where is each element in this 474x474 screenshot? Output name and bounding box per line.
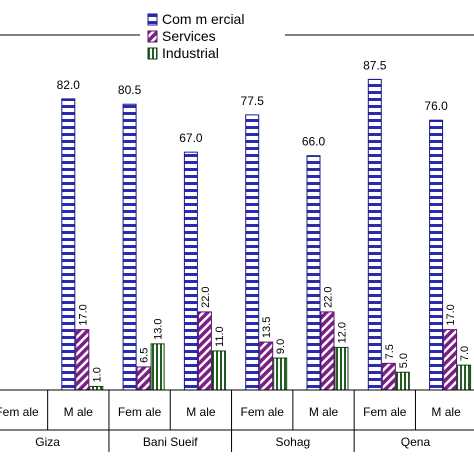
- value-label-commercial-6: 87.5: [363, 58, 387, 72]
- bar-services-6: [381, 362, 396, 391]
- value-label-industrial-6: 5.0: [398, 353, 410, 368]
- group-label-qena: Qena: [401, 435, 431, 449]
- value-label-industrial-5: 12.0: [337, 322, 349, 343]
- legend-label-services: Services: [162, 28, 216, 44]
- category-label: M ale: [186, 405, 216, 419]
- bar-commercial-7: [429, 119, 444, 391]
- value-label-industrial-2: 13.0: [153, 318, 165, 339]
- legend-label-industrial: Industrial: [162, 45, 219, 61]
- bar-industrial-4: [273, 357, 288, 391]
- value-label-services-3: 22.0: [200, 286, 212, 307]
- bar-commercial-1: [61, 98, 76, 391]
- category-label: Fem ale: [363, 405, 407, 419]
- value-label-industrial-7: 7.0: [459, 346, 471, 361]
- bar-industrial-5: [334, 346, 349, 391]
- value-label-commercial-7: 76.0: [424, 99, 448, 113]
- bar-industrial-1: [89, 385, 104, 391]
- group-label-sohag: Sohag: [275, 435, 310, 449]
- value-label-services-1: 17.0: [77, 304, 89, 325]
- category-label: M ale: [309, 405, 339, 419]
- category-label: M ale: [431, 405, 461, 419]
- category-label: Fem ale: [241, 405, 285, 419]
- value-label-commercial-5: 66.0: [302, 135, 326, 149]
- value-label-services-4: 13.5: [261, 317, 273, 338]
- value-label-services-2: 6.5: [139, 348, 151, 363]
- bar-services-4: [259, 341, 274, 391]
- bar-commercial-3: [183, 151, 198, 391]
- legend-swatch-industrial: [147, 47, 158, 60]
- value-label-industrial-1: 1.0: [91, 367, 103, 382]
- group-label-giza: Giza: [35, 435, 60, 449]
- plot-bars: [61, 78, 472, 391]
- legend-label-commercial: Com m ercial: [162, 11, 244, 27]
- bar-industrial-7: [457, 364, 472, 391]
- bar-industrial-6: [395, 371, 410, 391]
- value-label-industrial-4: 9.0: [275, 339, 287, 354]
- value-label-commercial-1: 82.0: [57, 78, 81, 92]
- category-label: Fem ale: [118, 405, 162, 419]
- legend-swatch-commercial: [147, 13, 158, 26]
- category-label: Fem ale: [0, 405, 39, 419]
- bar-services-1: [75, 329, 90, 391]
- value-label-commercial-3: 67.0: [179, 131, 203, 145]
- bar-commercial-4: [245, 114, 260, 391]
- value-label-services-5: 22.0: [323, 286, 335, 307]
- bar-services-5: [320, 311, 335, 391]
- bar-services-2: [136, 366, 151, 391]
- category-label: M ale: [64, 405, 94, 419]
- x-axis: Fem ale M ale Fem ale M ale Fem ale M ale Fem …: [0, 389, 474, 452]
- bar-industrial-2: [150, 343, 165, 391]
- bar-services-3: [197, 311, 212, 391]
- value-label-commercial-2: 80.5: [118, 83, 142, 97]
- value-label-services-6: 7.5: [384, 344, 396, 359]
- value-label-commercial-4: 77.5: [241, 94, 265, 108]
- bar-commercial-2: [122, 103, 137, 391]
- bar-commercial-5: [306, 155, 321, 391]
- value-label-services-7: 17.0: [445, 304, 457, 325]
- legend-swatch-services: [147, 30, 158, 43]
- bar-services-7: [443, 329, 458, 391]
- bar-industrial-3: [211, 350, 226, 391]
- value-label-industrial-3: 11.0: [214, 326, 226, 347]
- bar-commercial-6: [367, 78, 382, 391]
- group-label-bani-sueif: Bani Sueif: [143, 435, 198, 449]
- value-labels: 82.0 17.0 1.0 80.5 6.513.0 67.0 22.0 11.0 77.5 13…: [57, 58, 471, 382]
